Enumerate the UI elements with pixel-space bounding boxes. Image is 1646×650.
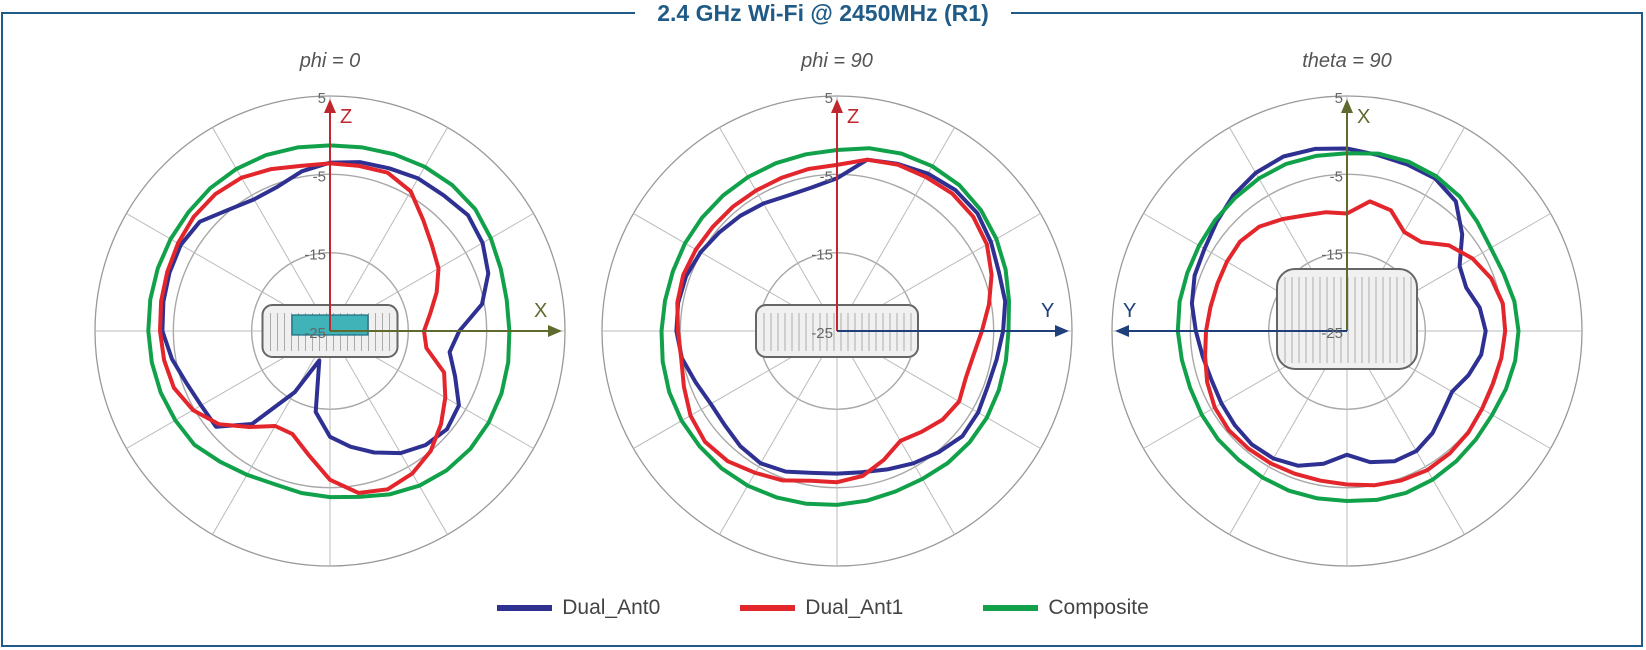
horizontal-axis-arrow xyxy=(548,325,562,337)
legend-swatch-dual-ant1 xyxy=(740,605,796,611)
plot-title: phi = 90 xyxy=(800,50,873,72)
series-composite xyxy=(146,143,512,500)
grid-spoke xyxy=(212,127,331,332)
grid-spoke xyxy=(212,330,331,535)
radial-tick-label: 5 xyxy=(1335,90,1343,107)
vertical-axis-arrow xyxy=(831,99,843,113)
radial-tick-label: -15 xyxy=(811,247,833,264)
grid-spoke xyxy=(719,127,838,332)
legend-item-dual-ant1: Dual_Ant1 xyxy=(740,596,903,620)
series-dual-ant0 xyxy=(160,160,491,456)
legend-item-dual-ant0: Dual_Ant0 xyxy=(497,596,660,620)
vertical-axis-label: Z xyxy=(340,106,352,128)
legend-label-dual-ant1: Dual_Ant1 xyxy=(805,596,904,619)
radial-tick-label: -25 xyxy=(811,325,833,342)
series-dual-ant0 xyxy=(674,157,1008,476)
grid-spoke xyxy=(719,330,838,535)
radial-tick-label: -15 xyxy=(304,247,326,264)
grid-spoke xyxy=(329,330,448,535)
radial-tick-label: -5 xyxy=(820,168,833,185)
grid-spoke xyxy=(836,127,955,332)
grid-spoke xyxy=(836,330,955,535)
series-dual-ant1 xyxy=(158,161,448,495)
legend: Dual_Ant0 Dual_Ant1 Composite xyxy=(0,596,1646,620)
title-bar: 2.4 GHz Wi-Fi @ 2450MHz (R1) xyxy=(0,0,1646,26)
radial-tick-label: -25 xyxy=(1321,325,1343,342)
horizontal-axis-arrow xyxy=(1115,325,1129,337)
horizontal-axis-label: Y xyxy=(1123,300,1136,322)
legend-label-composite: Composite xyxy=(1048,596,1149,619)
radial-tick-label: 5 xyxy=(825,90,833,107)
series-dual-ant1 xyxy=(675,157,994,485)
vertical-axis-label: Z xyxy=(847,106,859,128)
grid-spoke xyxy=(329,127,448,332)
legend-swatch-dual-ant0 xyxy=(497,605,553,611)
radial-tick-label: -25 xyxy=(304,325,326,342)
vertical-axis-label: X xyxy=(1357,106,1370,128)
vertical-axis-arrow xyxy=(1341,99,1353,113)
series-dual-ant0 xyxy=(1189,146,1488,468)
legend-label-dual-ant0: Dual_Ant0 xyxy=(562,596,661,619)
radial-tick-label: -15 xyxy=(1321,247,1343,264)
radial-tick-label: -5 xyxy=(313,168,326,185)
horizontal-axis-arrow xyxy=(1055,325,1069,337)
series-dual-ant1 xyxy=(1203,199,1508,488)
legend-swatch-composite xyxy=(983,605,1039,611)
series-composite xyxy=(659,146,1011,507)
vertical-axis-arrow xyxy=(324,99,336,113)
radial-tick-label: 5 xyxy=(318,90,326,107)
horizontal-axis-label: X xyxy=(534,300,547,322)
polar-plot-3: X Y 5 -5 -15 -25 theta = 90 xyxy=(1111,50,1583,567)
radial-tick-label: -5 xyxy=(1330,168,1343,185)
series-composite xyxy=(1175,151,1521,503)
polar-plot-2: Z Y 5 -5 -15 -25 phi = 90 xyxy=(601,50,1073,567)
polar-plot-1: Z X 5 -5 -15 -25 phi = 0 xyxy=(94,50,566,567)
horizontal-axis-label: Y xyxy=(1041,300,1054,322)
page-title: 2.4 GHz Wi-Fi @ 2450MHz (R1) xyxy=(635,0,1011,26)
plot-title: phi = 0 xyxy=(299,50,361,72)
legend-item-composite: Composite xyxy=(983,596,1149,620)
plot-title: theta = 90 xyxy=(1302,50,1392,72)
